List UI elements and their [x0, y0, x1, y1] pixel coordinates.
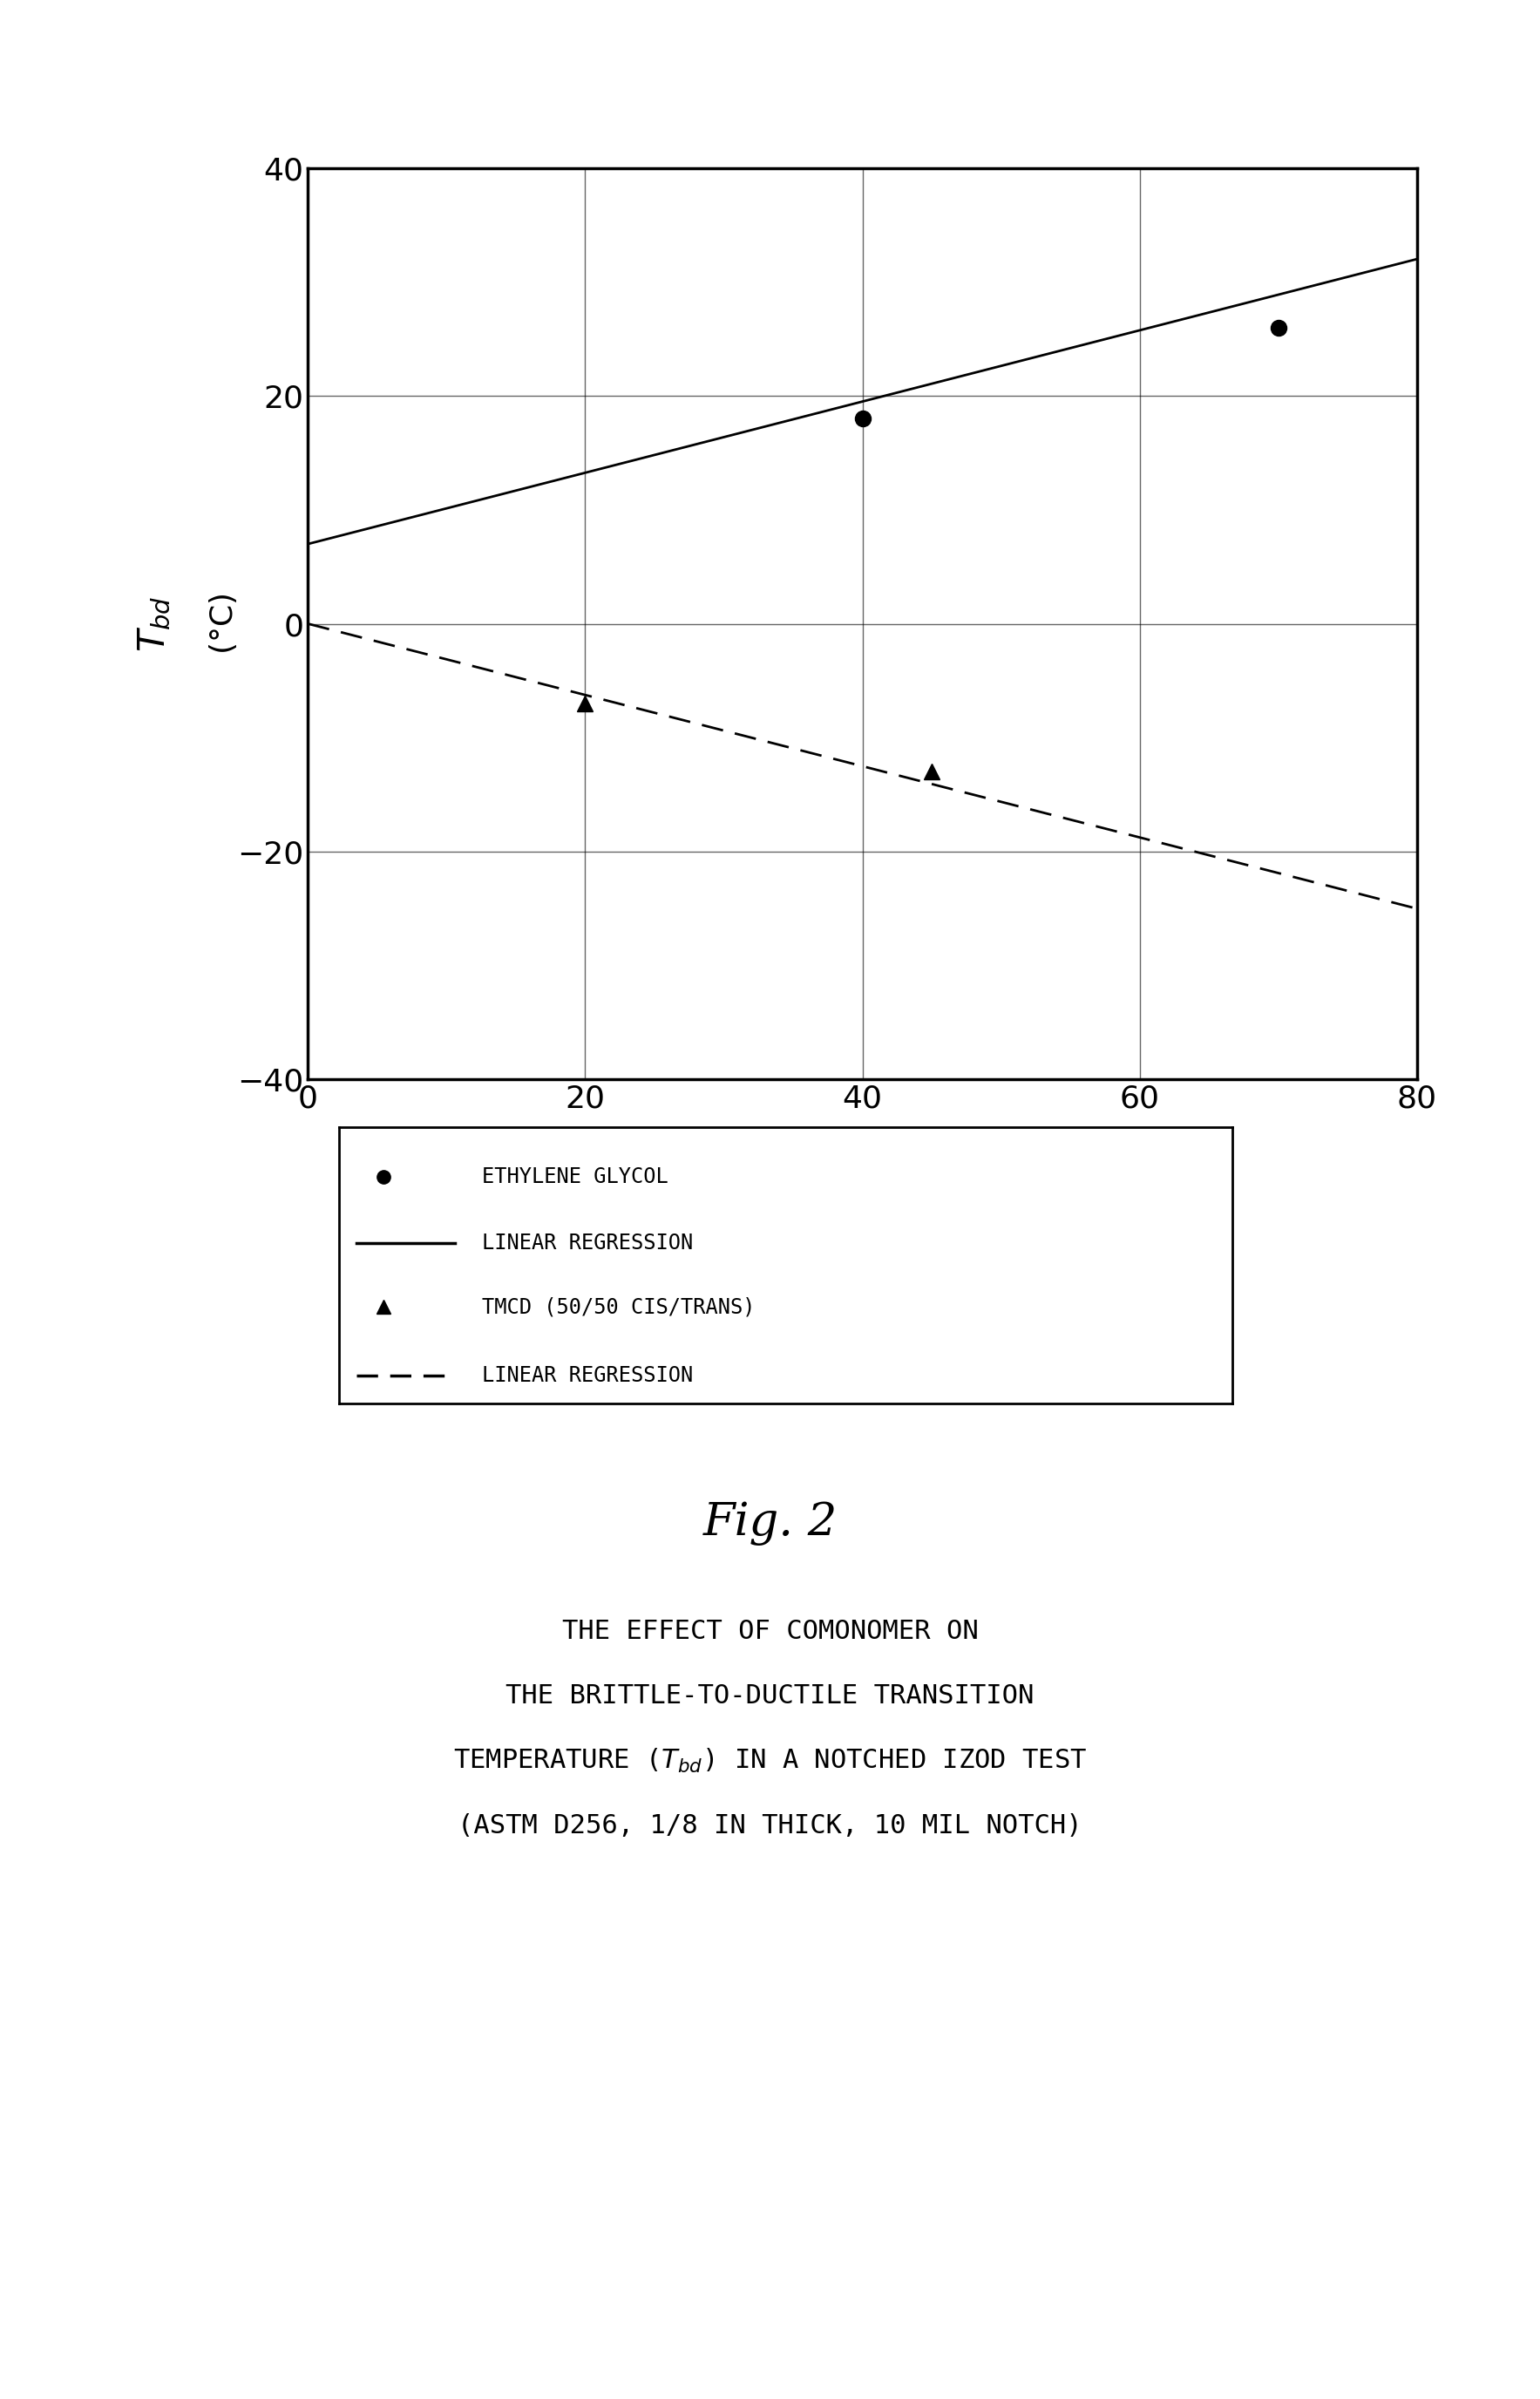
Text: LINEAR REGRESSION: LINEAR REGRESSION — [482, 1365, 693, 1387]
Text: THE BRITTLE-TO-DUCTILE TRANSITION: THE BRITTLE-TO-DUCTILE TRANSITION — [505, 1684, 1035, 1708]
Text: ETHYLENE GLYCOL: ETHYLENE GLYCOL — [482, 1166, 668, 1188]
Text: (ASTM D256, 1/8 IN THICK, 10 MIL NOTCH): (ASTM D256, 1/8 IN THICK, 10 MIL NOTCH) — [457, 1814, 1083, 1838]
Text: THE EFFECT OF COMONOMER ON: THE EFFECT OF COMONOMER ON — [562, 1619, 978, 1643]
X-axis label: MOL% COMONOMER: MOL% COMONOMER — [687, 1135, 1038, 1168]
Text: ($\degree$C): ($\degree$C) — [208, 593, 239, 655]
Text: TEMPERATURE ($T_{bd}$) IN A NOTCHED IZOD TEST: TEMPERATURE ($T_{bd}$) IN A NOTCHED IZOD… — [453, 1746, 1087, 1775]
Text: Fig. 2: Fig. 2 — [702, 1502, 838, 1545]
Text: LINEAR REGRESSION: LINEAR REGRESSION — [482, 1233, 693, 1255]
Text: $T_{bd}$: $T_{bd}$ — [136, 595, 172, 653]
Text: TMCD (50/50 CIS/TRANS): TMCD (50/50 CIS/TRANS) — [482, 1295, 755, 1317]
